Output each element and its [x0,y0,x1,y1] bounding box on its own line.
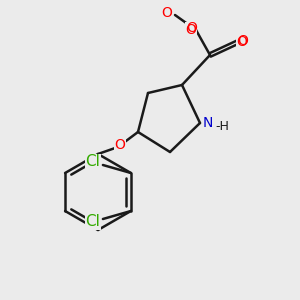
Text: O: O [115,138,125,152]
Text: O: O [237,35,248,49]
Text: Cl: Cl [85,214,100,230]
Text: -H: -H [215,119,229,133]
Text: O: O [238,34,248,48]
Text: O: O [187,21,197,35]
Text: Cl: Cl [85,154,100,169]
Text: O: O [162,6,172,20]
Text: N: N [203,116,213,130]
Text: O: O [186,23,196,37]
